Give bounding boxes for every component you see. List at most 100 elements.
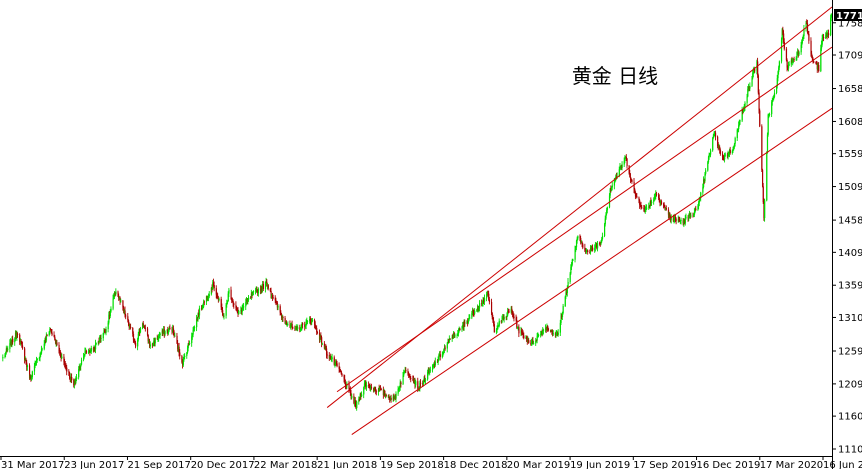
y-tick-label: 1559.0 [838,149,862,160]
candle-body [147,335,149,342]
candle-body [651,201,653,204]
candle-body [434,361,437,366]
candle-body [580,238,582,243]
candle-body [551,330,553,333]
candle-body [550,330,552,332]
candle-body [461,326,463,331]
x-tick-label: 16 Dec 2019 [697,460,761,469]
candle-body [102,333,104,339]
candle-body [296,327,298,329]
candle-body [191,334,194,337]
channel-line[interactable] [336,46,833,393]
candle-body [270,290,272,296]
candle-body [30,376,32,379]
candle-body [78,366,81,369]
chart-title: 黄金 日线 [572,64,658,88]
candle-body [795,57,797,60]
candle-body [60,355,62,359]
candle-body [802,38,804,41]
candle-body [345,385,347,387]
candle-body [787,67,789,69]
candle-body [340,371,342,374]
candle-body [714,132,717,137]
candle-body [717,145,719,148]
candle-body [699,197,701,200]
candle-body [728,149,731,154]
candle-body [130,326,132,328]
candle-body [658,194,660,198]
candle-body [297,327,299,329]
candle-body [753,69,755,71]
candle-body [611,185,613,188]
candle-body [453,333,455,339]
candle-body [163,329,165,333]
candle-body [182,362,184,366]
time-axis-ticks: 31 Mar 2017 23 Jun 2017 21 Sep 2017 20 Dec … [0,456,862,469]
x-tick-label: 23 Jun 2017 [64,460,124,469]
candle-body [70,377,72,380]
candle-body [290,326,292,327]
candle-body [530,341,533,345]
candle-body [85,351,87,352]
candle-body [251,293,253,296]
candle-body [321,337,323,344]
candle-body [762,186,764,203]
candle-body [50,329,52,333]
y-tick-label: 1758.0 [838,18,862,29]
candle-body [587,250,589,253]
candle-body [378,388,380,391]
candle-body [728,153,730,155]
candle-body [712,137,714,151]
candle-body [294,327,296,329]
candle-body [665,208,668,210]
candle-body [281,317,283,319]
candle-body [316,328,318,332]
candle-body [713,133,715,136]
candle-body [267,285,269,286]
candle-body [168,328,170,330]
candle-body [19,341,22,343]
candle-body [650,201,652,204]
candle-body [252,292,254,296]
current-price-tag[interactable]: 1771 [834,9,862,22]
candle-body [739,120,741,122]
candle-body [94,347,96,350]
candle-body [419,382,421,390]
candle-body [395,393,397,399]
candle-body [49,328,51,333]
candle-body [777,71,779,79]
candle-body [726,154,729,157]
channel-line[interactable] [326,6,833,408]
candle-body [807,32,809,34]
candle-body [369,386,371,389]
candle-body [512,311,514,315]
candle-body [530,342,532,345]
candle-body [577,236,579,239]
channel-line[interactable] [351,107,833,435]
candle-body [517,327,519,328]
candle-body [581,242,583,245]
candle-body [560,315,562,323]
candle-body [261,287,263,290]
candle-body [99,336,102,339]
candle-body [109,311,111,317]
candle-body [166,329,168,332]
candle-body [274,297,276,301]
candle-body [414,381,416,386]
candle-body [424,379,427,381]
candle-body [808,33,810,41]
candle-body [438,355,440,360]
candle-body [790,60,792,65]
candle-body [682,220,684,224]
candle-body [776,78,778,87]
candle-body [757,61,759,76]
candle-body [64,364,66,367]
candle-body [334,363,336,365]
candle-body [481,303,484,305]
candle-body [256,289,258,291]
candle-body [68,371,70,373]
candle-body [556,333,558,334]
candle-body [176,335,178,344]
candle-body [319,335,321,340]
